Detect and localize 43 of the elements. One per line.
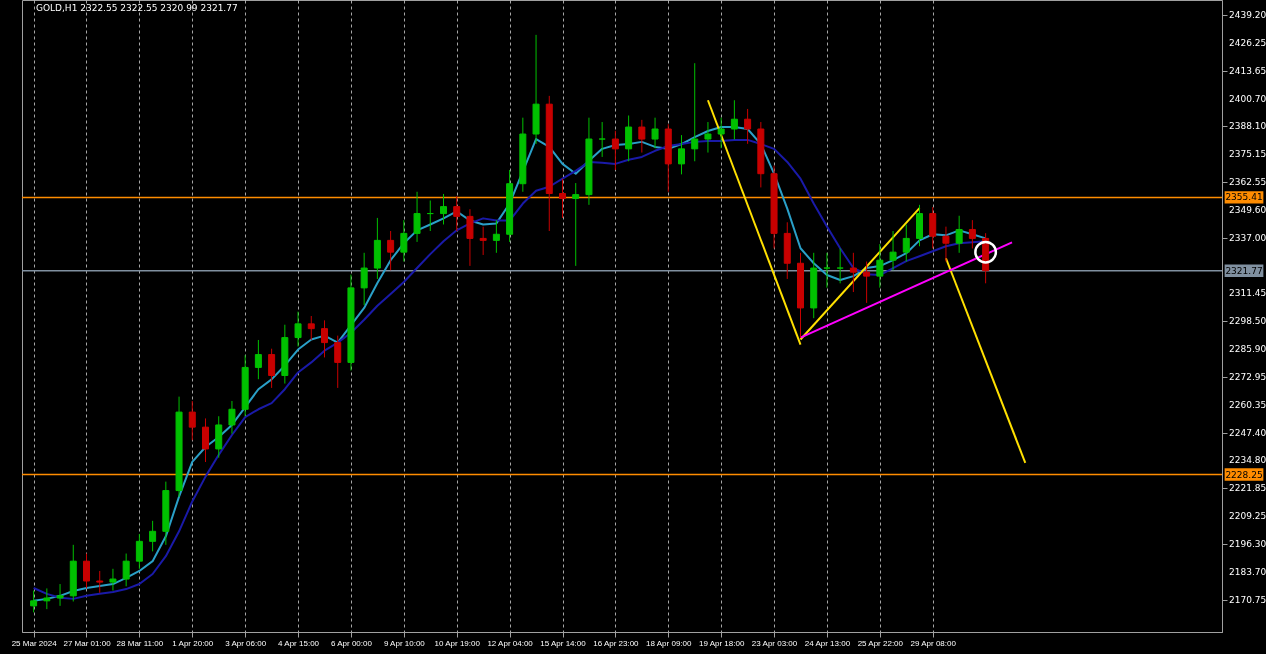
y-tick-label: 2183.70: [1229, 566, 1266, 577]
x-tick-label: 9 Apr 10:00: [383, 638, 426, 648]
y-tick-label: 2311.45: [1229, 288, 1266, 299]
y-tick-label: 2426.25: [1229, 38, 1266, 49]
x-tick-label: 23 Apr 03:00: [751, 638, 798, 648]
x-tick-label: 18 Apr 09:00: [646, 638, 693, 648]
x-tick-label: 15 Apr 14:00: [540, 638, 587, 648]
x-tick-label: 19 Apr 18:00: [698, 638, 745, 648]
x-tick-label: 16 Apr 23:00: [593, 638, 640, 648]
y-tick-label: 2221.85: [1229, 483, 1266, 494]
x-tick-label: 29 Apr 08:00: [910, 638, 957, 648]
y-tick-label: 2349.60: [1229, 205, 1266, 216]
y-tick-label: 2298.50: [1229, 316, 1266, 327]
y-tick-label: 2413.65: [1229, 65, 1266, 76]
ref-line-label: 2321.77: [1225, 265, 1263, 276]
x-tick-label: 12 Apr 04:00: [487, 638, 534, 648]
x-tick-label: 4 Apr 15:00: [278, 638, 320, 648]
y-tick-label: 2196.30: [1229, 539, 1266, 550]
y-tick-label: 2337.00: [1229, 232, 1266, 243]
x-tick-label: 24 Apr 13:00: [804, 638, 851, 648]
x-tick-label: 10 Apr 19:00: [434, 638, 481, 648]
x-tick-label: 27 Mar 01:00: [63, 638, 112, 648]
y-tick-label: 2209.25: [1229, 510, 1266, 521]
y-tick-label: 2260.35: [1229, 399, 1266, 410]
ref-line-label: 2228.25: [1225, 469, 1263, 480]
y-tick-label: 2400.70: [1229, 93, 1266, 104]
y-tick-label: 2375.15: [1229, 149, 1266, 160]
y-tick-label: 2439.20: [1229, 9, 1266, 20]
x-tick-label: 3 Apr 06:00: [225, 638, 267, 648]
x-tick-label: 28 Mar 11:00: [116, 638, 164, 648]
x-tick-label: 25 Mar 2024: [11, 638, 58, 648]
y-tick-label: 2234.80: [1229, 455, 1266, 466]
y-tick-label: 2285.90: [1229, 343, 1266, 354]
y-tick-label: 2388.10: [1229, 121, 1266, 132]
x-tick-label: 25 Apr 22:00: [857, 638, 904, 648]
y-tick-label: 2272.95: [1229, 372, 1266, 383]
y-tick-label: 2362.55: [1229, 176, 1266, 187]
y-tick-label: 2170.75: [1229, 594, 1266, 605]
ref-line-label: 2355.41: [1225, 192, 1263, 203]
y-tick-label: 2247.40: [1229, 427, 1266, 438]
chart-title: GOLD,H1 2322.55 2322.55 2320.99 2321.77: [36, 3, 238, 13]
x-tick-label: 1 Apr 20:00: [172, 638, 214, 648]
x-tick-label: 6 Apr 00:00: [330, 638, 373, 648]
